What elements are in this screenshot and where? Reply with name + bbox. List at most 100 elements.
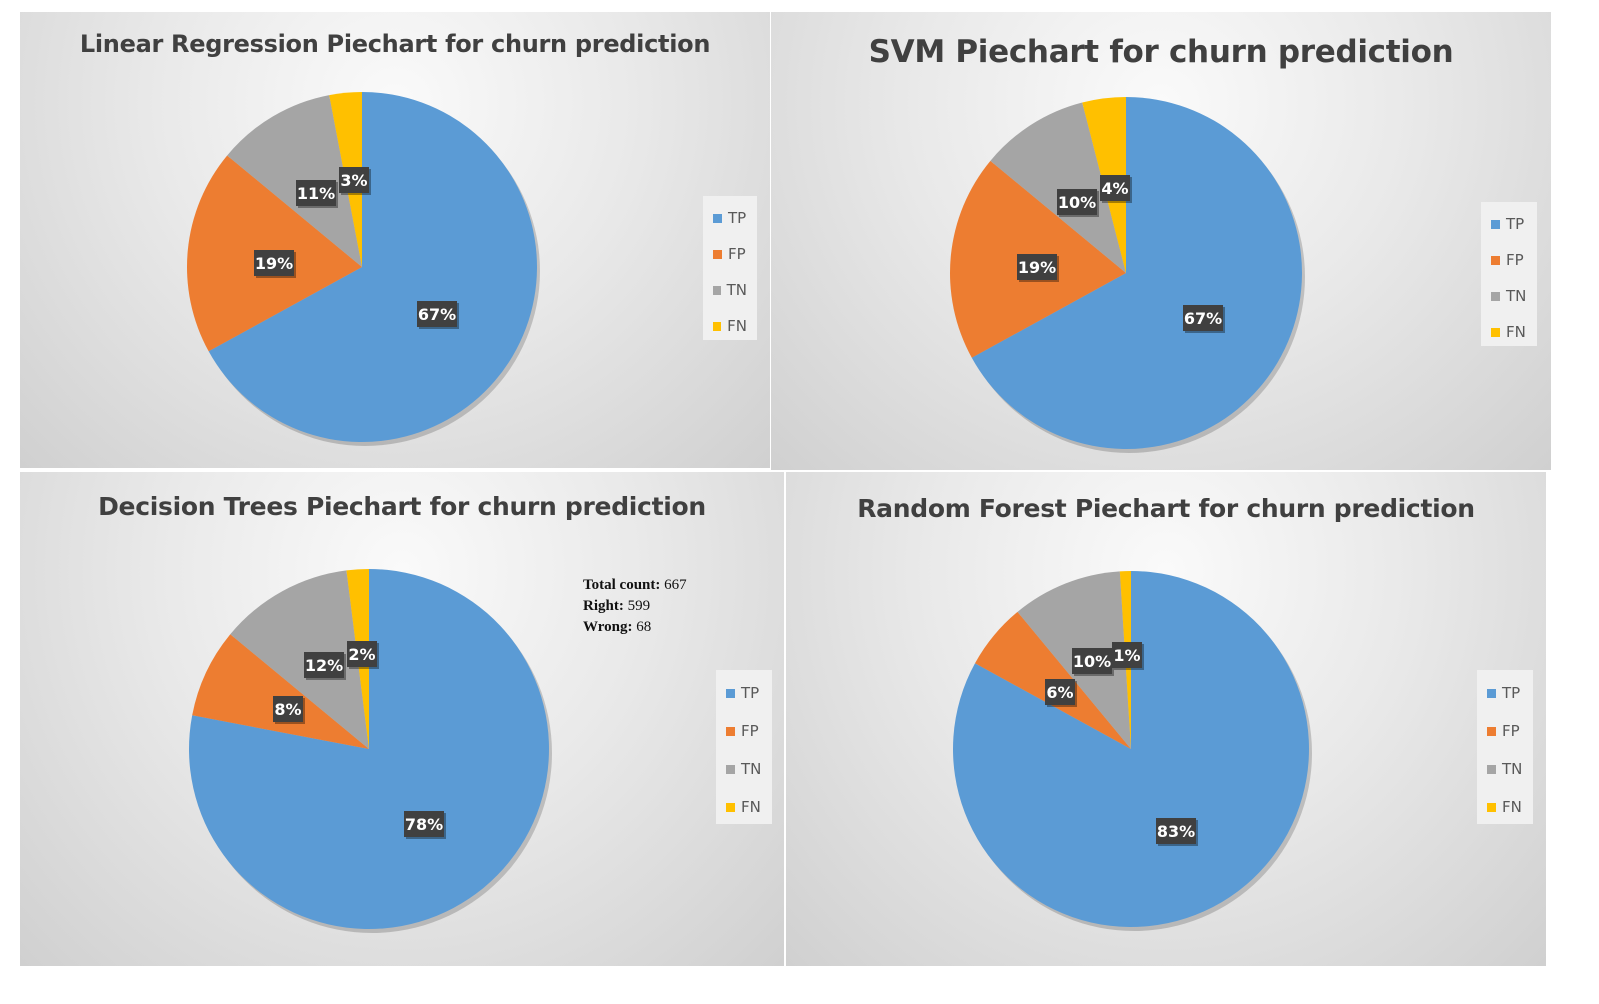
legend-item-tp: TP [1487,674,1523,712]
pie-chart: 67% 19% 10% 4% [950,97,1305,453]
legend-item-fn: FN [1491,314,1527,350]
legend-label: FP [1502,722,1520,740]
legend-swatch [726,764,735,774]
legend-swatch [1491,291,1500,301]
svg-text:6%: 6% [1046,683,1073,702]
legend-item-fn: FN [726,788,762,826]
pie-chart: 67% 19% 11% 3% [187,92,540,446]
chart-title: Linear Regression Piechart for churn pre… [79,30,711,58]
pie-chart: 83% 6%10% 1% [953,571,1312,931]
legend-label: FN [741,798,761,816]
chart-panel-random-forest: Random Forest Piechart for churn predict… [786,472,1546,966]
legend-item-fp: FP [1487,712,1523,750]
svg-text:78%: 78% [405,815,443,834]
legend-label: FP [728,245,746,263]
data-label-tp: 67% [417,301,459,329]
chart-title: Random Forest Piechart for churn predict… [857,494,1475,523]
legend-swatch [1491,219,1500,229]
data-label-fn: 3% [339,167,371,195]
legend-swatch [713,285,721,295]
chart-panel-svm: SVM Piechart for churn prediction 67% 19%… [771,12,1551,470]
legend-swatch [1487,726,1496,736]
chart-legend: TP FP TN FN [1481,202,1537,346]
svg-text:67%: 67% [418,305,456,324]
chart-title: Decision Trees Piechart for churn predic… [98,492,706,521]
svg-text:19%: 19% [1018,258,1056,277]
data-label-tp: 67% [1183,305,1225,333]
data-label-tn: 10% [1057,189,1099,217]
svg-text:8%: 8% [274,700,301,719]
chart-legend: TP FP TN FN [1477,670,1533,824]
count-annotation: Total count: 667 Right: 599 Wrong: 68 [583,575,687,638]
legend-swatch [1487,802,1496,812]
legend-label: TN [741,760,762,778]
legend-label: TP [728,209,747,227]
chart-panel-linear-regression: Linear Regression Piechart for churn pre… [20,12,770,468]
svg-text:3%: 3% [340,171,367,190]
legend-item-tn: TN [1491,278,1527,314]
data-label-fn: 1% [1112,642,1144,670]
legend-label: TP [1502,684,1521,702]
legend-item-fn: FN [1487,788,1523,826]
data-label-tp: 78% [404,811,446,839]
pie-slice-tp [208,92,537,442]
legend-swatch [1491,255,1500,265]
svg-text:10%: 10% [1058,193,1096,212]
data-label-fn: 4% [1100,175,1132,203]
legend-swatch [726,688,735,698]
legend-label: FP [1506,251,1524,269]
chart-panel-decision-trees: Decision Trees Piechart for churn predic… [20,472,784,966]
svg-text:1%: 1% [1113,646,1140,665]
svg-text:12%: 12% [305,656,343,675]
svg-text:67%: 67% [1184,309,1222,328]
legend-item-tn: TN [713,272,747,308]
pie-chart: 78% 8% 12% 2% [189,569,552,933]
data-label-tn: 10% [1072,648,1114,676]
data-label-fp: 19% [254,250,296,278]
data-label-fp: 19% [1017,254,1059,282]
legend-swatch [1487,688,1496,698]
legend-swatch [726,802,735,812]
pie-slice-fp [192,634,369,749]
svg-text:83%: 83% [1157,822,1195,841]
legend-label: FN [1506,323,1526,341]
legend-item-tp: TP [726,674,762,712]
data-label-fn: 2% [347,641,379,669]
legend-swatch [1491,327,1500,337]
svg-text:11%: 11% [297,184,335,203]
wrong-count-label: Wrong: [583,619,633,635]
legend-item-fn: FN [713,308,747,344]
legend-label: FP [741,722,759,740]
pie-slice-tp [971,97,1302,449]
chart-legend: TP FP TN FN [716,670,772,824]
legend-label: TN [726,281,747,299]
legend-label: TP [741,684,760,702]
pie-slice-tn [990,102,1126,274]
data-label-tp: 83% [1156,818,1198,846]
legend-label: TN [1506,287,1527,305]
chart-legend: TP FP TN FN [703,196,757,340]
legend-item-tp: TP [713,200,747,236]
legend-label: FN [727,317,747,335]
svg-text:19%: 19% [255,254,293,273]
svg-text:4%: 4% [1101,179,1128,198]
legend-item-fp: FP [713,236,747,272]
pie-slice-tn [227,95,362,267]
svg-text:10%: 10% [1073,652,1111,671]
data-label-tn: 11% [296,180,338,208]
wrong-count-value: 68 [636,619,652,635]
pie-slice-tn [230,570,369,749]
svg-text:2%: 2% [348,645,375,664]
legend-label: TN [1502,760,1523,778]
legend-swatch [713,249,722,259]
data-label-tn: 12% [304,652,346,680]
legend-label: FN [1502,798,1522,816]
legend-item-tn: TN [1487,750,1523,788]
right-count-value: 599 [627,598,651,614]
legend-swatch [713,213,722,223]
legend-swatch [1487,764,1496,774]
chart-title: SVM Piechart for churn prediction [868,34,1454,70]
legend-swatch [713,321,722,331]
legend-item-tn: TN [726,750,762,788]
legend-item-fp: FP [1491,242,1527,278]
